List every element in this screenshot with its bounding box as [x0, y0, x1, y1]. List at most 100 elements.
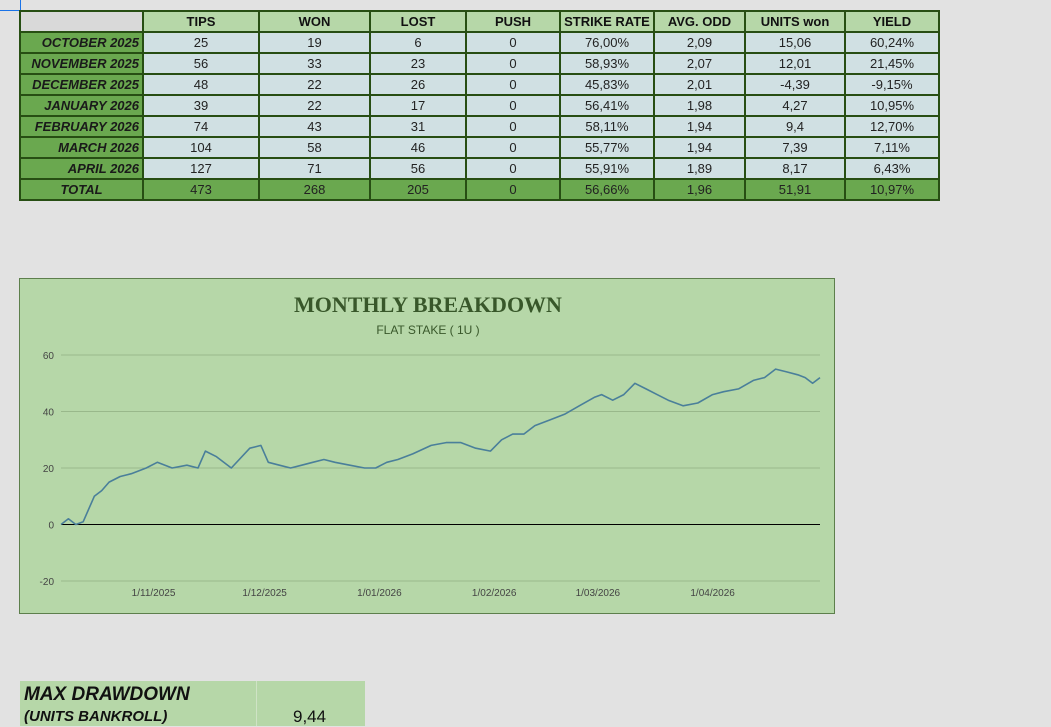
y-tick-label: -20: [40, 577, 55, 588]
chart-title: MONTHLY BREAKDOWN: [294, 292, 562, 317]
month-cell[interactable]: DECEMBER 2025: [19, 73, 144, 96]
yield-cell[interactable]: 6,43%: [844, 157, 940, 180]
header-push[interactable]: PUSH: [465, 10, 561, 33]
table-row: JANUARY 2026 39 22 17 0 56,41% 1,98 4,27 10,95%: [19, 94, 940, 117]
units-won-cell[interactable]: 4,27: [744, 94, 846, 117]
units-won-cell[interactable]: 15,06: [744, 31, 846, 54]
push-cell[interactable]: 0: [465, 52, 561, 75]
avg-odd-cell[interactable]: 2,09: [653, 31, 746, 54]
y-tick-label: 20: [43, 464, 55, 475]
header-tips[interactable]: TIPS: [142, 10, 260, 33]
tips-cell[interactable]: 39: [142, 94, 260, 117]
strike-rate-cell[interactable]: 56,66%: [559, 178, 655, 201]
lost-cell[interactable]: 26: [369, 73, 467, 96]
tips-cell[interactable]: 74: [142, 115, 260, 138]
month-cell[interactable]: TOTAL: [19, 178, 144, 201]
month-cell[interactable]: APRIL 2026: [19, 157, 144, 180]
units-won-cell[interactable]: 12,01: [744, 52, 846, 75]
yield-cell[interactable]: 60,24%: [844, 31, 940, 54]
lost-cell[interactable]: 31: [369, 115, 467, 138]
push-cell[interactable]: 0: [465, 73, 561, 96]
yield-cell[interactable]: 12,70%: [844, 115, 940, 138]
tips-cell[interactable]: 48: [142, 73, 260, 96]
strike-rate-cell[interactable]: 76,00%: [559, 31, 655, 54]
cell-divider: [256, 681, 257, 726]
chart-canvas: MONTHLY BREAKDOWN FLAT STAKE ( 1U ) -20 0…: [40, 292, 821, 599]
month-cell[interactable]: OCTOBER 2025: [19, 31, 144, 54]
table-row: DECEMBER 2025 48 22 26 0 45,83% 2,01 -4,39 -9,15…: [19, 73, 940, 96]
cell-cursor[interactable]: [0, 0, 21, 11]
tips-cell[interactable]: 56: [142, 52, 260, 75]
units-won-cell[interactable]: 9,4: [744, 115, 846, 138]
lost-cell[interactable]: 23: [369, 52, 467, 75]
yield-cell[interactable]: 10,97%: [844, 178, 940, 201]
lost-cell[interactable]: 46: [369, 136, 467, 159]
max-drawdown-label[interactable]: MAX DRAWDOWN: [24, 684, 190, 705]
avg-odd-cell[interactable]: 1,94: [653, 115, 746, 138]
month-cell[interactable]: JANUARY 2026: [19, 94, 144, 117]
avg-odd-cell[interactable]: 2,01: [653, 73, 746, 96]
push-cell[interactable]: 0: [465, 136, 561, 159]
y-tick-label: 40: [43, 408, 55, 419]
strike-rate-cell[interactable]: 56,41%: [559, 94, 655, 117]
lost-cell[interactable]: 56: [369, 157, 467, 180]
tips-cell[interactable]: 25: [142, 31, 260, 54]
month-cell[interactable]: FEBRUARY 2026: [19, 115, 144, 138]
strike-rate-cell[interactable]: 55,77%: [559, 136, 655, 159]
avg-odd-cell[interactable]: 1,98: [653, 94, 746, 117]
strike-rate-cell[interactable]: 45,83%: [559, 73, 655, 96]
tips-cell[interactable]: 104: [142, 136, 260, 159]
won-cell[interactable]: 19: [258, 31, 371, 54]
header-yield[interactable]: YIELD: [844, 10, 940, 33]
header-units-won[interactable]: UNITS won: [744, 10, 846, 33]
units-won-cell[interactable]: -4,39: [744, 73, 846, 96]
push-cell[interactable]: 0: [465, 157, 561, 180]
header-corner-cell[interactable]: [19, 10, 144, 33]
strike-rate-cell[interactable]: 55,91%: [559, 157, 655, 180]
won-cell[interactable]: 43: [258, 115, 371, 138]
push-cell[interactable]: 0: [465, 94, 561, 117]
monthly-breakdown-chart[interactable]: MONTHLY BREAKDOWN FLAT STAKE ( 1U ) -20 0…: [19, 278, 835, 614]
units-won-cell[interactable]: 7,39: [744, 136, 846, 159]
header-won[interactable]: WON: [258, 10, 371, 33]
strike-rate-cell[interactable]: 58,11%: [559, 115, 655, 138]
header-lost[interactable]: LOST: [369, 10, 467, 33]
won-cell[interactable]: 268: [258, 178, 371, 201]
table-row: FEBRUARY 2026 74 43 31 0 58,11% 1,94 9,4 12,70%: [19, 115, 940, 138]
x-tick-label: 1/03/2026: [576, 588, 621, 599]
header-strike-rate[interactable]: STRIKE RATE: [559, 10, 655, 33]
lost-cell[interactable]: 205: [369, 178, 467, 201]
avg-odd-cell[interactable]: 1,89: [653, 157, 746, 180]
avg-odd-cell[interactable]: 2,07: [653, 52, 746, 75]
tips-cell[interactable]: 127: [142, 157, 260, 180]
table-header-row: TIPS WON LOST PUSH STRIKE RATE AVG. ODD …: [19, 10, 940, 33]
won-cell[interactable]: 22: [258, 94, 371, 117]
header-avg-odd[interactable]: AVG. ODD: [653, 10, 746, 33]
tips-cell[interactable]: 473: [142, 178, 260, 201]
yield-cell[interactable]: -9,15%: [844, 73, 940, 96]
strike-rate-cell[interactable]: 58,93%: [559, 52, 655, 75]
push-cell[interactable]: 0: [465, 31, 561, 54]
won-cell[interactable]: 33: [258, 52, 371, 75]
units-won-cell[interactable]: 51,91: [744, 178, 846, 201]
won-cell[interactable]: 71: [258, 157, 371, 180]
max-drawdown-value[interactable]: 9,44: [293, 707, 327, 726]
won-cell[interactable]: 58: [258, 136, 371, 159]
month-cell[interactable]: NOVEMBER 2025: [19, 52, 144, 75]
y-tick-label: 0: [48, 521, 54, 532]
units-won-cell[interactable]: 8,17: [744, 157, 846, 180]
yield-cell[interactable]: 10,95%: [844, 94, 940, 117]
month-cell[interactable]: MARCH 2026: [19, 136, 144, 159]
push-cell[interactable]: 0: [465, 115, 561, 138]
push-cell[interactable]: 0: [465, 178, 561, 201]
yield-cell[interactable]: 21,45%: [844, 52, 940, 75]
lost-cell[interactable]: 6: [369, 31, 467, 54]
cumulative-units-line: [60, 368, 821, 526]
won-cell[interactable]: 22: [258, 73, 371, 96]
table-row: NOVEMBER 2025 56 33 23 0 58,93% 2,07 12,01 21,45…: [19, 52, 940, 75]
lost-cell[interactable]: 17: [369, 94, 467, 117]
monthly-stats-table: TIPS WON LOST PUSH STRIKE RATE AVG. ODD …: [19, 10, 940, 201]
avg-odd-cell[interactable]: 1,94: [653, 136, 746, 159]
avg-odd-cell[interactable]: 1,96: [653, 178, 746, 201]
yield-cell[interactable]: 7,11%: [844, 136, 940, 159]
